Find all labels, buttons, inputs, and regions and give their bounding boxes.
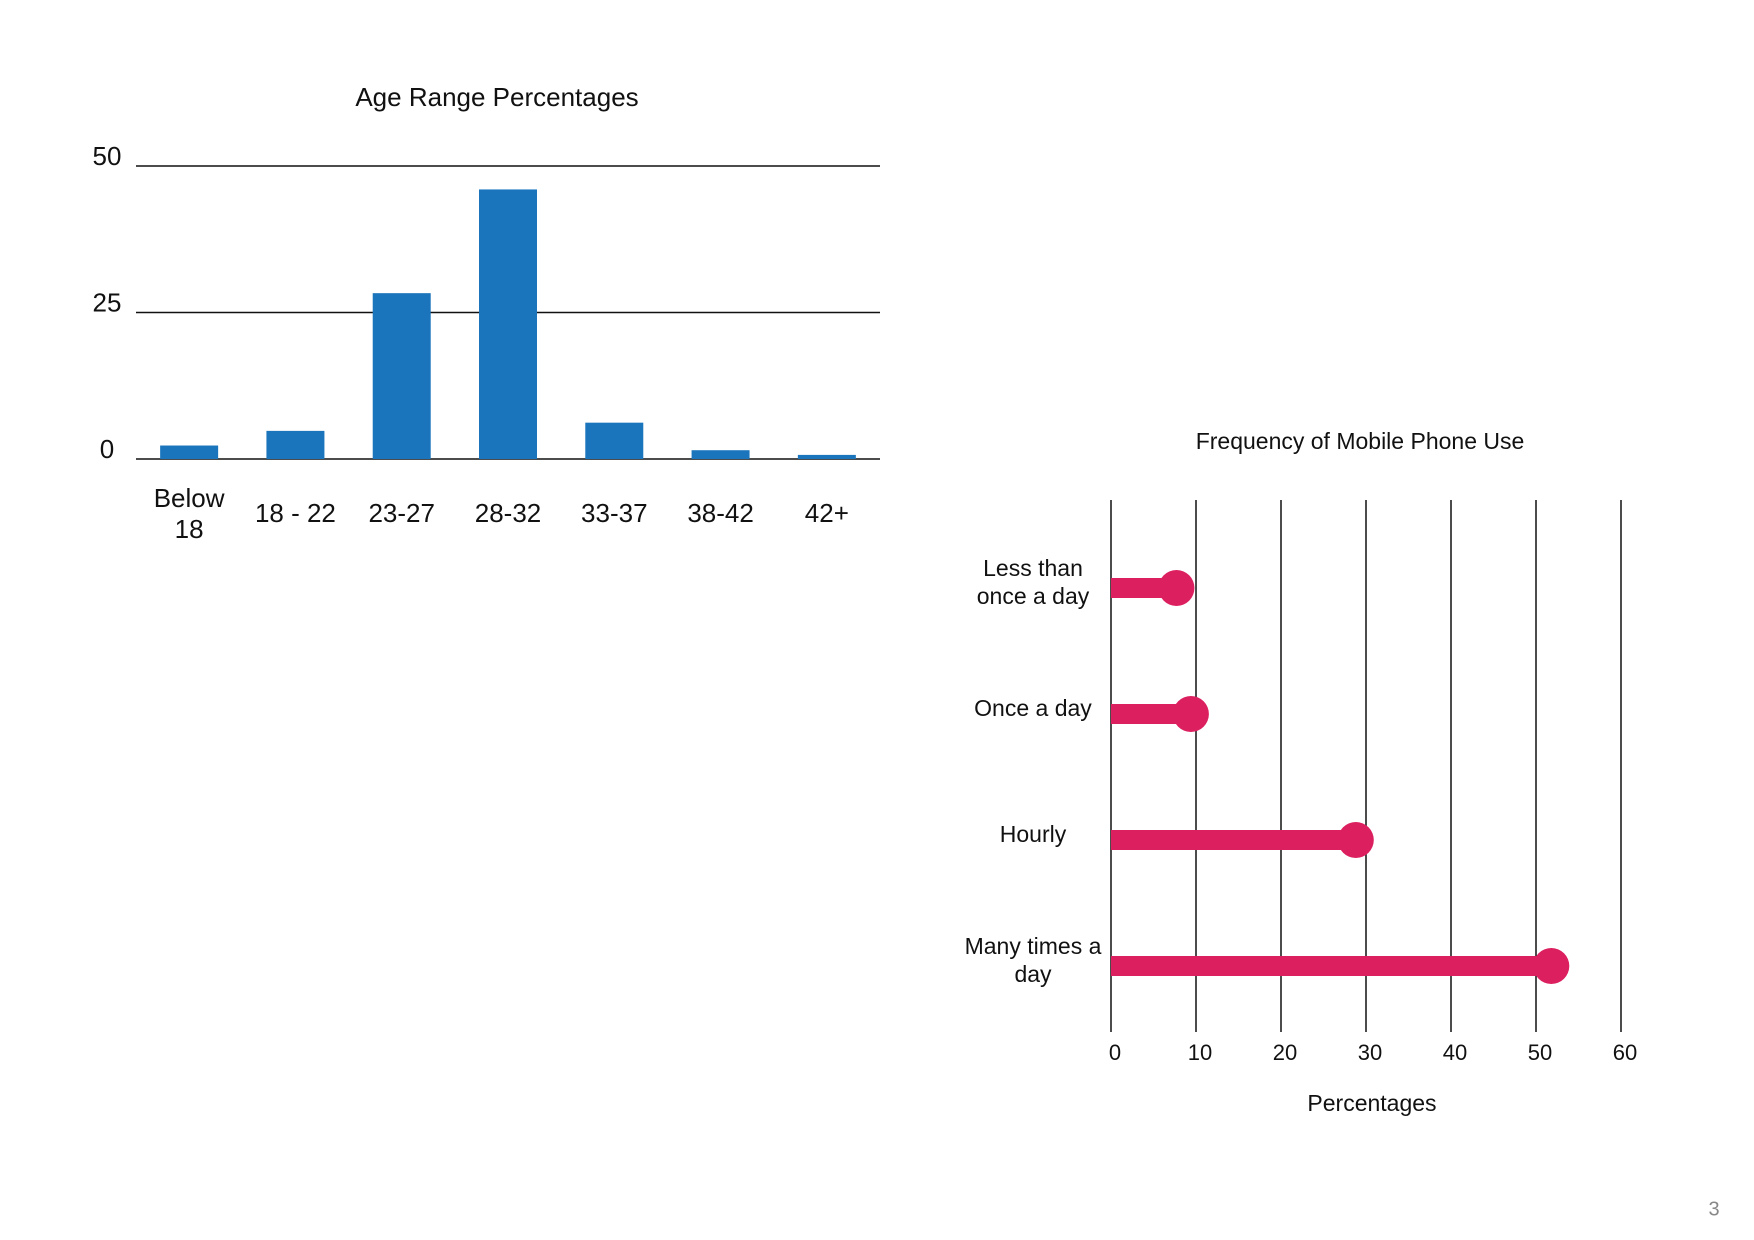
x-tick-label-box: 33-37 <box>581 498 648 529</box>
x-tick-label: 38-42 <box>687 498 754 529</box>
x-tick-label-box: 42+ <box>804 498 849 529</box>
y-tick-label: 50 <box>93 141 122 171</box>
lollipop-dot <box>1533 948 1570 984</box>
bar <box>160 445 219 459</box>
x-tick-label-box: Below 18 <box>153 482 225 544</box>
bar <box>691 450 750 459</box>
x-tick-label: 42+ <box>804 498 849 529</box>
chart-title: Frequency of Mobile Phone Use <box>1196 428 1525 454</box>
y-tick-label-box: Less than once a day <box>976 555 1090 609</box>
x-tick-label-box: 28-32 <box>474 498 542 529</box>
x-tick-label: 40 <box>1443 1040 1467 1065</box>
bar <box>266 430 325 459</box>
x-tick-label-box: 18 - 22 <box>254 498 336 529</box>
bar <box>585 422 644 459</box>
lollipop-dot <box>1158 570 1195 606</box>
page-number: 3 <box>1708 1198 1719 1220</box>
y-tick-label: Hourly <box>999 821 1067 848</box>
x-tick-label-box: 23-27 <box>368 498 435 529</box>
x-tick-label: 60 <box>1613 1040 1637 1065</box>
y-tick-label-box: Hourly <box>999 821 1067 848</box>
bar <box>479 189 537 459</box>
y-tick-label: Once a day <box>974 695 1092 722</box>
y-tick-label-box: Many times a day <box>964 933 1102 987</box>
x-tick-label: 23-27 <box>368 498 435 529</box>
chart-title: Age Range Percentages <box>355 82 638 112</box>
x-tick-label: 33-37 <box>581 498 648 529</box>
x-tick-label: 20 <box>1273 1040 1297 1065</box>
x-tick-label: Below 18 <box>153 482 225 544</box>
y-tick-label: 0 <box>100 434 114 464</box>
x-tick-label: 10 <box>1188 1040 1212 1065</box>
y-tick-label: Many times a day <box>964 933 1102 987</box>
x-tick-label-box: 38-42 <box>687 498 754 529</box>
x-tick-label: 28-32 <box>474 498 542 529</box>
bar <box>372 293 431 459</box>
bar <box>797 454 856 459</box>
y-tick-label: Less than once a day <box>976 555 1090 609</box>
x-tick-label: 18 - 22 <box>254 498 336 529</box>
y-tick-label-box: Once a day <box>974 695 1092 722</box>
lollipop-dot <box>1337 822 1374 858</box>
x-tick-label: 0 <box>1109 1040 1121 1065</box>
x-tick-label: 30 <box>1358 1040 1382 1065</box>
y-tick-label: 25 <box>93 287 122 317</box>
lollipop-dot <box>1172 696 1209 732</box>
x-axis-label: Percentages <box>1307 1090 1436 1116</box>
x-tick-label: 50 <box>1528 1040 1552 1065</box>
